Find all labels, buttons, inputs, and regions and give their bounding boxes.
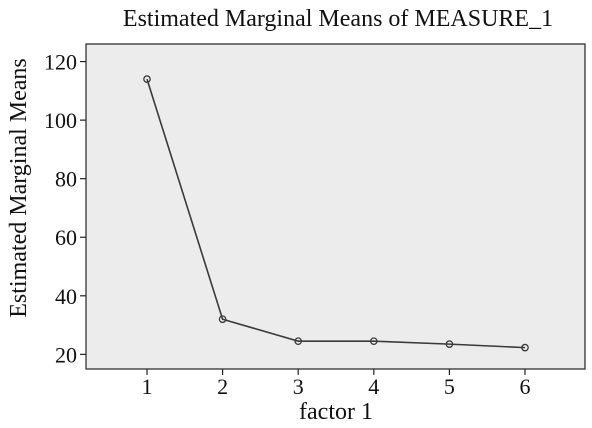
x-tick-label: 1 [142,374,153,399]
data-point [218,315,227,324]
x-tick-label: 4 [368,374,379,399]
chart-title: Estimated Marginal Means of MEASURE_1 [123,6,553,32]
y-axis: 20 40 60 80 100 120 [44,50,86,367]
data-point [143,75,151,83]
y-axis-label: Estimated Marginal Means [6,58,32,318]
x-tick-label: 5 [444,374,455,399]
plot-area [85,43,586,370]
x-tick-label: 3 [293,374,304,399]
y-tick-label: 40 [55,284,77,309]
series-line [146,78,526,349]
y-tick-label: 100 [44,108,77,133]
data-point [294,337,303,346]
x-axis: 1 2 3 4 5 6 [142,369,531,399]
y-tick-label: 20 [55,342,77,367]
x-tick-label: 2 [217,374,228,399]
x-axis-label: factor 1 [299,399,373,425]
y-tick-label: 80 [55,167,77,192]
series-line-group [143,75,529,352]
y-tick-label: 120 [44,50,77,75]
data-point [369,337,378,346]
y-tick-label: 60 [55,225,77,250]
x-tick-label: 6 [520,374,531,399]
data-point [521,343,529,352]
data-point [445,340,454,348]
